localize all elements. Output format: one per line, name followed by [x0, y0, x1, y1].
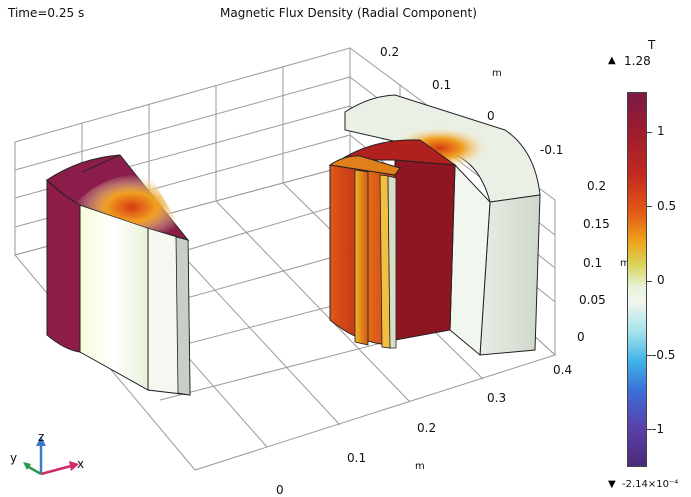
x-tick-2: 0.2: [417, 421, 437, 435]
colorbar-tick-label: -0.5: [652, 348, 676, 362]
y-tick-0: 0.2: [380, 45, 400, 59]
coil-strip-3: [387, 175, 397, 349]
colorbar-tick: [647, 355, 652, 356]
colorbar-tick-label: 1: [657, 124, 665, 138]
y-unit-label: m: [492, 68, 502, 79]
x-tick-3: 0.1: [347, 451, 367, 465]
x-tick-0: 0.4: [553, 363, 573, 377]
colorbar: [627, 92, 647, 467]
x-tick-1: 0.3: [487, 391, 507, 405]
colorbar-max-label: 1.28: [624, 54, 651, 68]
triad-z-label: z: [38, 430, 45, 444]
3d-plot[interactable]: [0, 0, 600, 496]
colorbar-tick: [647, 206, 652, 207]
x-unit-label: m: [415, 461, 425, 472]
time-label: Time=0.25 s: [8, 6, 85, 20]
right-block[interactable]: [328, 94, 541, 357]
colorbar-min-label: -2.14×10⁻⁴: [622, 479, 679, 490]
left-block-edge-strip: [175, 236, 191, 396]
colorbar-unit: T: [648, 38, 656, 52]
coil-top: [328, 155, 401, 176]
axis-triad: [23, 436, 79, 476]
y-tick-3: -0.1: [540, 143, 564, 157]
triad-x-label: x: [77, 457, 85, 471]
min-triangle-icon: ▼: [608, 479, 616, 490]
max-triangle-icon: ▲: [608, 55, 616, 66]
left-block-front-face: [79, 204, 149, 391]
left-block[interactable]: [46, 154, 191, 396]
left-block-top-hot: [75, 174, 188, 240]
plot-title: Magnetic Flux Density (Radial Component): [220, 6, 477, 20]
z-tick-4: 0: [577, 330, 585, 344]
colorbar-tick-label: -1: [652, 422, 664, 436]
colorbar-tick: [647, 281, 652, 282]
colorbar-tick-label: 0: [657, 273, 665, 287]
core-face: [394, 159, 456, 341]
z-tick-1: 0.15: [583, 217, 610, 231]
z-unit-label: m: [620, 258, 630, 269]
colorbar-tick: [647, 132, 652, 133]
colorbar-tick: [647, 429, 652, 430]
z-tick-2: 0.1: [583, 256, 603, 270]
z-tick-3: 0.05: [579, 293, 606, 307]
y-tick-2: 0: [487, 109, 495, 123]
triad-y-label: y: [10, 451, 18, 465]
left-block-outer-face: [46, 178, 81, 353]
y-tick-1: 0.1: [432, 78, 452, 92]
colorbar-tick-label: 0.5: [657, 199, 677, 213]
z-tick-0: 0.2: [587, 179, 607, 193]
coil-strip-1: [354, 169, 369, 346]
x-tick-4: 0: [276, 483, 284, 497]
